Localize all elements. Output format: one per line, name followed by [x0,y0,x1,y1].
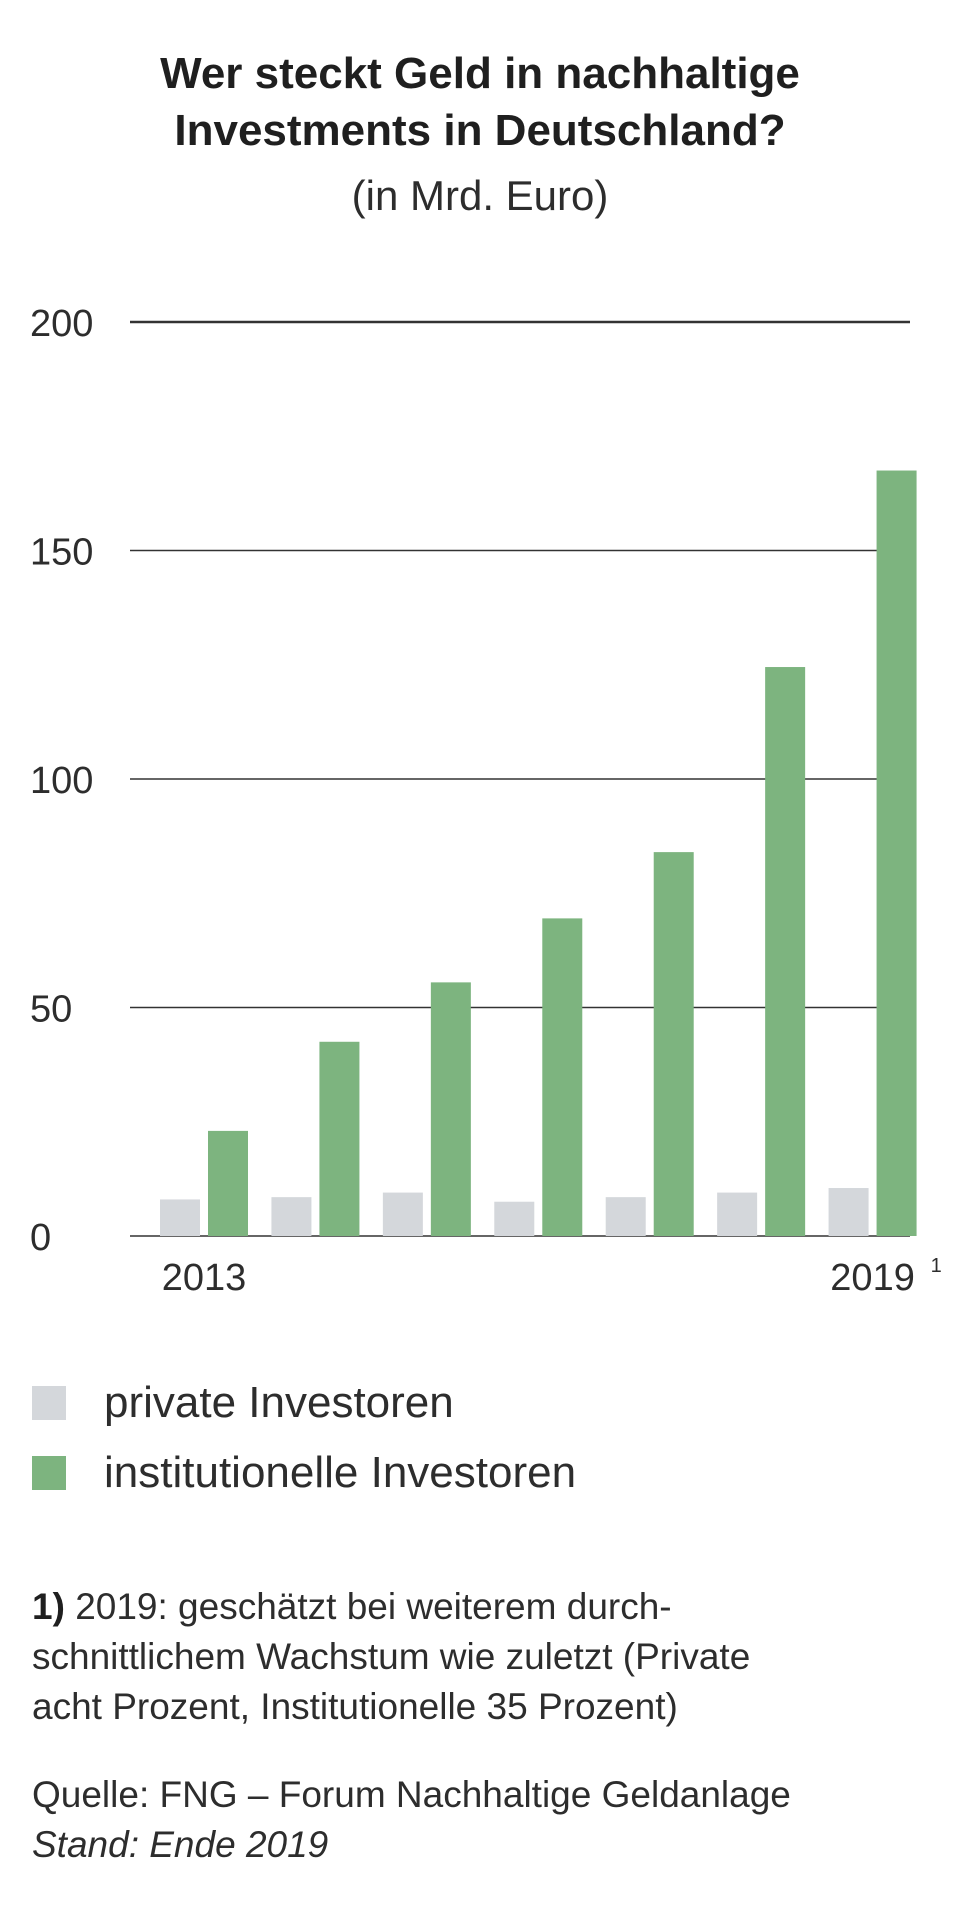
footnote: 1) 2019: geschätzt bei weiterem durch- s… [32,1582,912,1732]
y-tick-label-150: 150 [30,532,93,574]
x-tick-label-2019: 2019 [830,1257,915,1299]
bar-private-2019 [828,1188,869,1236]
bar-private-2018 [717,1192,758,1236]
x-tick-label-2013: 2013 [162,1257,247,1299]
bar-institutional-2014 [319,1041,360,1236]
chart-subtitle: (in Mrd. Euro) [351,172,609,219]
source-line: Quelle: FNG – Forum Nachhaltige Geldanla… [32,1774,791,1815]
y-tick-label-100: 100 [30,760,93,802]
bar-private-2017 [605,1197,646,1236]
bar-private-2014 [271,1197,312,1236]
bar-institutional-2018 [765,667,806,1236]
footnote-marker: 1) [32,1586,65,1627]
y-tick-label-0: 0 [30,1217,51,1259]
bar-private-2015 [382,1192,423,1236]
bar-institutional-2017 [653,852,694,1236]
legend-swatch-private [32,1386,66,1420]
chart-title-line-2: Investments in Deutschland? [174,106,786,155]
legend-item-private: private Investoren [32,1378,454,1428]
legend-label-institutional: institutionelle Investoren [104,1448,577,1497]
bar-institutional-2016 [542,918,583,1236]
y-tick-label-200: 200 [30,303,93,345]
legend-item-institutional: institutionelle Investoren [32,1448,576,1498]
footnote-line-1: 2019: geschätzt bei weiterem durch- [75,1586,672,1627]
source-stand: Stand: Ende 2019 [32,1824,329,1865]
bar-institutional-2019 [876,470,917,1236]
bar-chart: 0 50 100 150 200 2013 2019 1 [30,303,942,1299]
footnote-line-2: schnittlichem Wachstum wie zuletzt (Priv… [32,1636,751,1677]
legend-swatch-institutional [32,1456,66,1490]
legend-label-private: private Investoren [104,1378,454,1427]
footnote-line-3: acht Prozent, Institutionelle 35 Prozent… [32,1686,678,1727]
chart-title-line-1: Wer steckt Geld in nachhaltige [160,49,800,98]
source-block: Quelle: FNG – Forum Nachhaltige Geldanla… [32,1770,932,1870]
bar-institutional-2015 [430,982,471,1236]
x-tick-footnote-marker: 1 [931,1255,942,1277]
bar-institutional-2013 [208,1130,248,1236]
bar-private-2013 [160,1199,200,1236]
bar-private-2016 [494,1201,535,1236]
y-tick-label-50: 50 [30,989,72,1031]
